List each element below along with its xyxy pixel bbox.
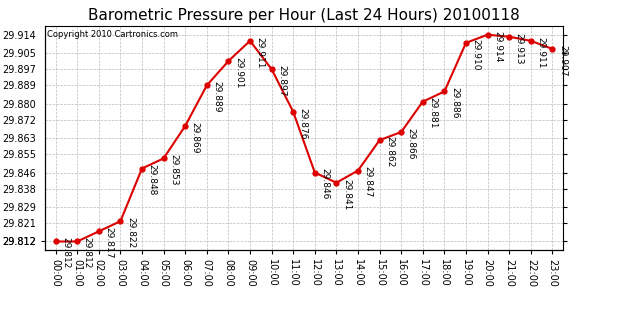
Text: 29.876: 29.876: [299, 108, 308, 139]
Text: 29.901: 29.901: [234, 57, 243, 88]
Text: 29.913: 29.913: [515, 33, 524, 64]
Text: 29.911: 29.911: [255, 36, 264, 68]
Title: Barometric Pressure per Hour (Last 24 Hours) 20100118: Barometric Pressure per Hour (Last 24 Ho…: [88, 8, 520, 23]
Text: 29.847: 29.847: [364, 166, 372, 198]
Text: 29.881: 29.881: [428, 98, 437, 129]
Text: 29.897: 29.897: [277, 65, 286, 97]
Text: 29.841: 29.841: [342, 179, 351, 210]
Text: 29.911: 29.911: [536, 36, 545, 68]
Text: 29.886: 29.886: [450, 87, 459, 119]
Text: 29.866: 29.866: [407, 128, 416, 159]
Text: 29.848: 29.848: [148, 164, 157, 196]
Text: 29.914: 29.914: [493, 30, 502, 62]
Text: 29.889: 29.889: [212, 81, 221, 113]
Text: 29.846: 29.846: [321, 168, 330, 200]
Text: 29.862: 29.862: [385, 136, 394, 167]
Text: 29.869: 29.869: [191, 122, 200, 153]
Text: 29.853: 29.853: [169, 154, 178, 186]
Text: 29.812: 29.812: [61, 237, 70, 269]
Text: Copyright 2010 Cartronics.com: Copyright 2010 Cartronics.com: [47, 30, 179, 39]
Text: 29.817: 29.817: [104, 227, 113, 259]
Text: 29.910: 29.910: [472, 39, 481, 70]
Text: 29.812: 29.812: [83, 237, 92, 269]
Text: 29.907: 29.907: [558, 45, 567, 76]
Text: 29.822: 29.822: [126, 217, 135, 248]
